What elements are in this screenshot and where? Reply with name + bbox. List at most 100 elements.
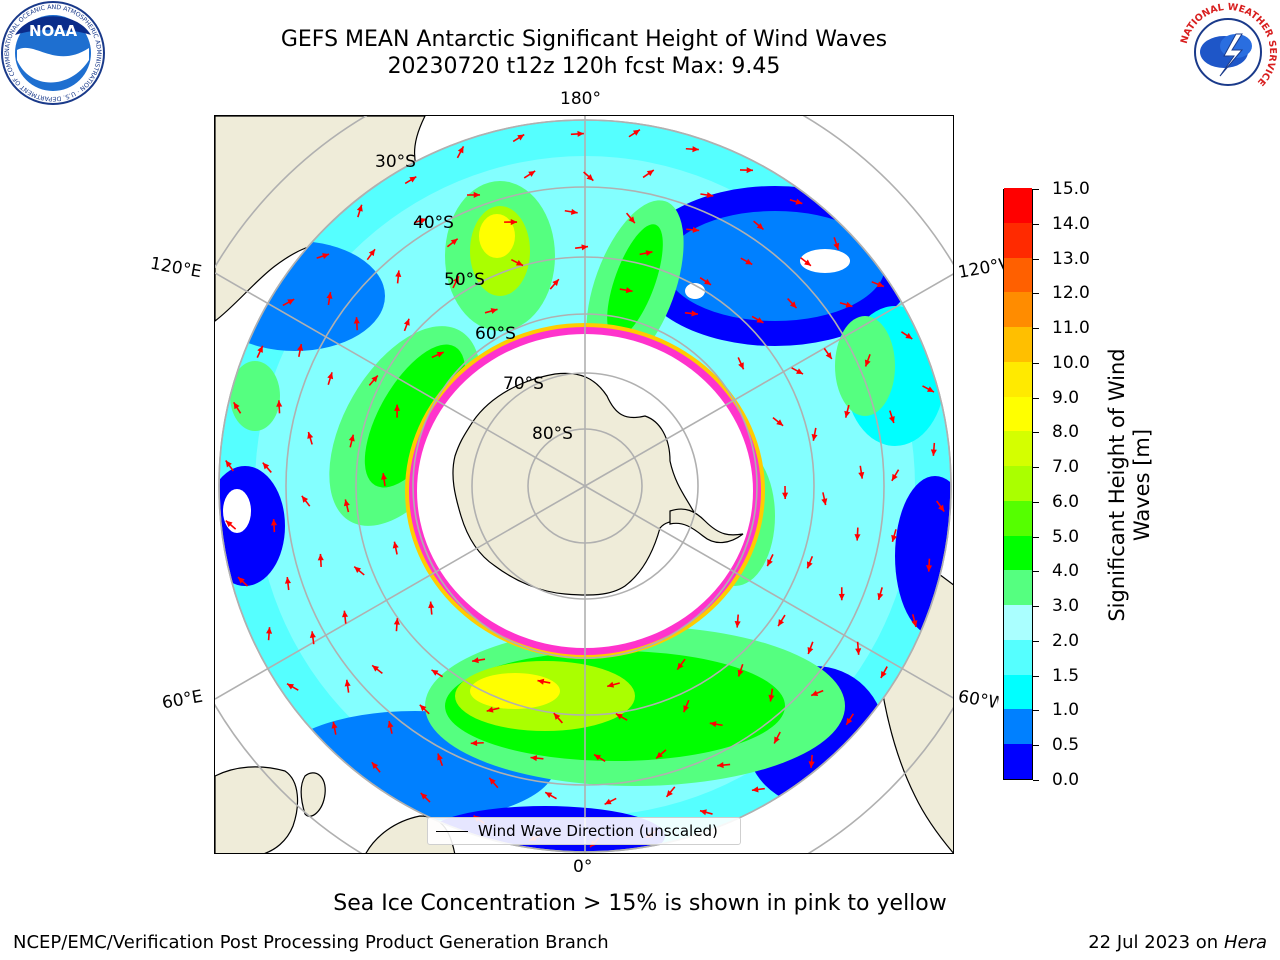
- colorbar-segment: [1004, 500, 1032, 536]
- wind-wave-arrow-head: [789, 301, 797, 309]
- wind-wave-arrow-head: [371, 375, 378, 383]
- map-plot: [215, 116, 953, 853]
- colorbar-tick: [1033, 675, 1039, 677]
- legend-label: Wind Wave Direction (unscaled): [478, 822, 718, 840]
- wind-wave-arrow-head: [877, 592, 884, 600]
- colorbar-tick-label: 2.0: [1052, 630, 1080, 651]
- wind-wave-arrow-head: [782, 492, 789, 499]
- wind-wave-arrow-head: [266, 627, 273, 634]
- wind-wave-arrow-head: [470, 740, 478, 747]
- wind-wave-arrow-head: [846, 717, 853, 725]
- wind-wave-arrow-head: [738, 362, 744, 370]
- wind-wave-arrow-head: [692, 146, 699, 153]
- wind-wave-arrow-head: [472, 657, 479, 664]
- colorbar-tick-label: 3.0: [1052, 596, 1080, 617]
- wind-wave-arrow-head: [625, 287, 633, 294]
- colorbar-tick-label: 9.0: [1052, 387, 1080, 408]
- colorbar-segment: [1004, 187, 1032, 223]
- wind-wave-arrow-head: [880, 670, 887, 678]
- colorbar-tick: [1033, 536, 1039, 538]
- wind-wave-arrow-head: [833, 242, 840, 250]
- wind-wave-arrow-head: [343, 499, 350, 507]
- colorbar-tick-label: 6.0: [1052, 491, 1080, 512]
- legend-line-swatch: [436, 831, 468, 832]
- wind-wave-arrow-head: [737, 669, 744, 677]
- wind-wave-arrow-head: [911, 620, 918, 627]
- wind-wave-arrow-head: [381, 473, 388, 480]
- wind-wave-arrow-head: [233, 402, 240, 410]
- wind-wave-arrow-head: [876, 281, 884, 288]
- wind-wave-arrow-head: [930, 449, 937, 456]
- wind-wave-arrow-head: [656, 751, 663, 759]
- colorbar-tick: [1033, 432, 1039, 434]
- wind-wave-arrow-head: [666, 790, 673, 797]
- wind-wave-arrow-head: [756, 223, 764, 230]
- wind-wave-arrow-head: [845, 301, 853, 308]
- wind-wave-arrow-head: [284, 577, 291, 584]
- map-frame: [214, 115, 954, 854]
- wind-wave-arrow-head: [938, 504, 945, 512]
- wind-wave-arrow-head: [489, 777, 496, 785]
- colorbar-tick-label: 0.0: [1052, 770, 1080, 790]
- wind-wave-arrow-head: [322, 253, 330, 259]
- colorbar-tick-label: 15.0: [1052, 179, 1090, 199]
- colorbar-tick: [1033, 328, 1039, 330]
- wind-wave-arrow-head: [436, 351, 444, 358]
- wind-wave-arrow-head: [825, 352, 832, 359]
- wind-wave-arrow-head: [855, 648, 862, 655]
- wind-wave-arrow-head: [528, 170, 536, 177]
- wind-wave-arrow-head: [552, 279, 559, 287]
- wind-wave-arrow-head: [307, 431, 314, 439]
- wind-wave-arrow-head: [838, 593, 845, 601]
- wind-wave-arrow-head: [392, 541, 399, 549]
- wind-wave-arrow-head: [927, 386, 934, 393]
- lat-label-80s: 80°S: [532, 424, 573, 444]
- lat-label-50s: 50°S: [444, 270, 485, 290]
- lat-label-30s: 30°S: [375, 152, 416, 172]
- colorbar-tick: [1033, 571, 1039, 573]
- wind-wave-arrow-head: [888, 416, 895, 424]
- wind-wave-arrow-head: [510, 219, 518, 226]
- wind-wave-arrow-head: [704, 278, 711, 285]
- wind-wave-arrow-head: [745, 258, 753, 265]
- map-boundary: [218, 119, 952, 853]
- wind-wave-arrow-head: [517, 134, 525, 141]
- colorbar-segment: [1004, 257, 1032, 293]
- wind-wave-arrow-head: [431, 669, 439, 676]
- wind-wave-arrow-head: [530, 755, 538, 762]
- colorbar-tick: [1033, 780, 1039, 781]
- wind-wave-arrow-head: [537, 678, 545, 685]
- wind-wave-arrow-head: [437, 753, 443, 761]
- wind-wave-arrow-head: [905, 332, 913, 339]
- wind-wave-arrow-head: [331, 721, 338, 729]
- land-africa: [215, 766, 299, 853]
- wind-wave-arrow-head: [804, 259, 811, 266]
- wind-wave-arrow-head: [368, 249, 376, 257]
- wind-wave-arrow-head: [734, 620, 741, 628]
- lat-label-60s: 60°S: [475, 324, 516, 344]
- wind-wave-arrow-head: [356, 204, 363, 212]
- wind-wave-arrow-head: [683, 705, 689, 713]
- wind-wave-arrow-head: [287, 299, 295, 305]
- nws-logo: NATIONAL WEATHER SERVICE: [1178, 2, 1278, 102]
- wind-wave-arrow-head: [309, 631, 316, 638]
- wind-wave-arrow-head: [632, 129, 640, 136]
- wind-wave-arrow-head: [225, 520, 233, 528]
- colorbar-tick-label: 1.0: [1052, 700, 1080, 721]
- sea-ice-note: Sea Ice Concentration > 15% is shown in …: [333, 891, 947, 916]
- chart-title: GEFS MEAN Antarctic Significant Height o…: [280, 27, 888, 52]
- colorbar-tick-label: 0.5: [1052, 735, 1080, 756]
- wind-wave-arrow-head: [891, 534, 898, 542]
- colorbar-tick: [1033, 223, 1039, 225]
- wind-wave-arrow-head: [709, 721, 717, 728]
- wind-wave-arrow-head: [586, 174, 594, 181]
- colorbar-tick: [1033, 745, 1039, 747]
- wind-wave-arrow-head: [844, 410, 851, 418]
- wind-wave-arrow-head: [692, 226, 700, 233]
- wind-wave-arrow-head: [276, 400, 283, 407]
- wind-wave-arrow-head: [270, 519, 278, 526]
- wind-wave-arrow-head: [645, 250, 653, 257]
- wind-wave-arrow-head: [607, 681, 615, 688]
- wind-wave-arrow-head: [545, 792, 553, 799]
- colorbar-tick-label: 11.0: [1052, 318, 1090, 339]
